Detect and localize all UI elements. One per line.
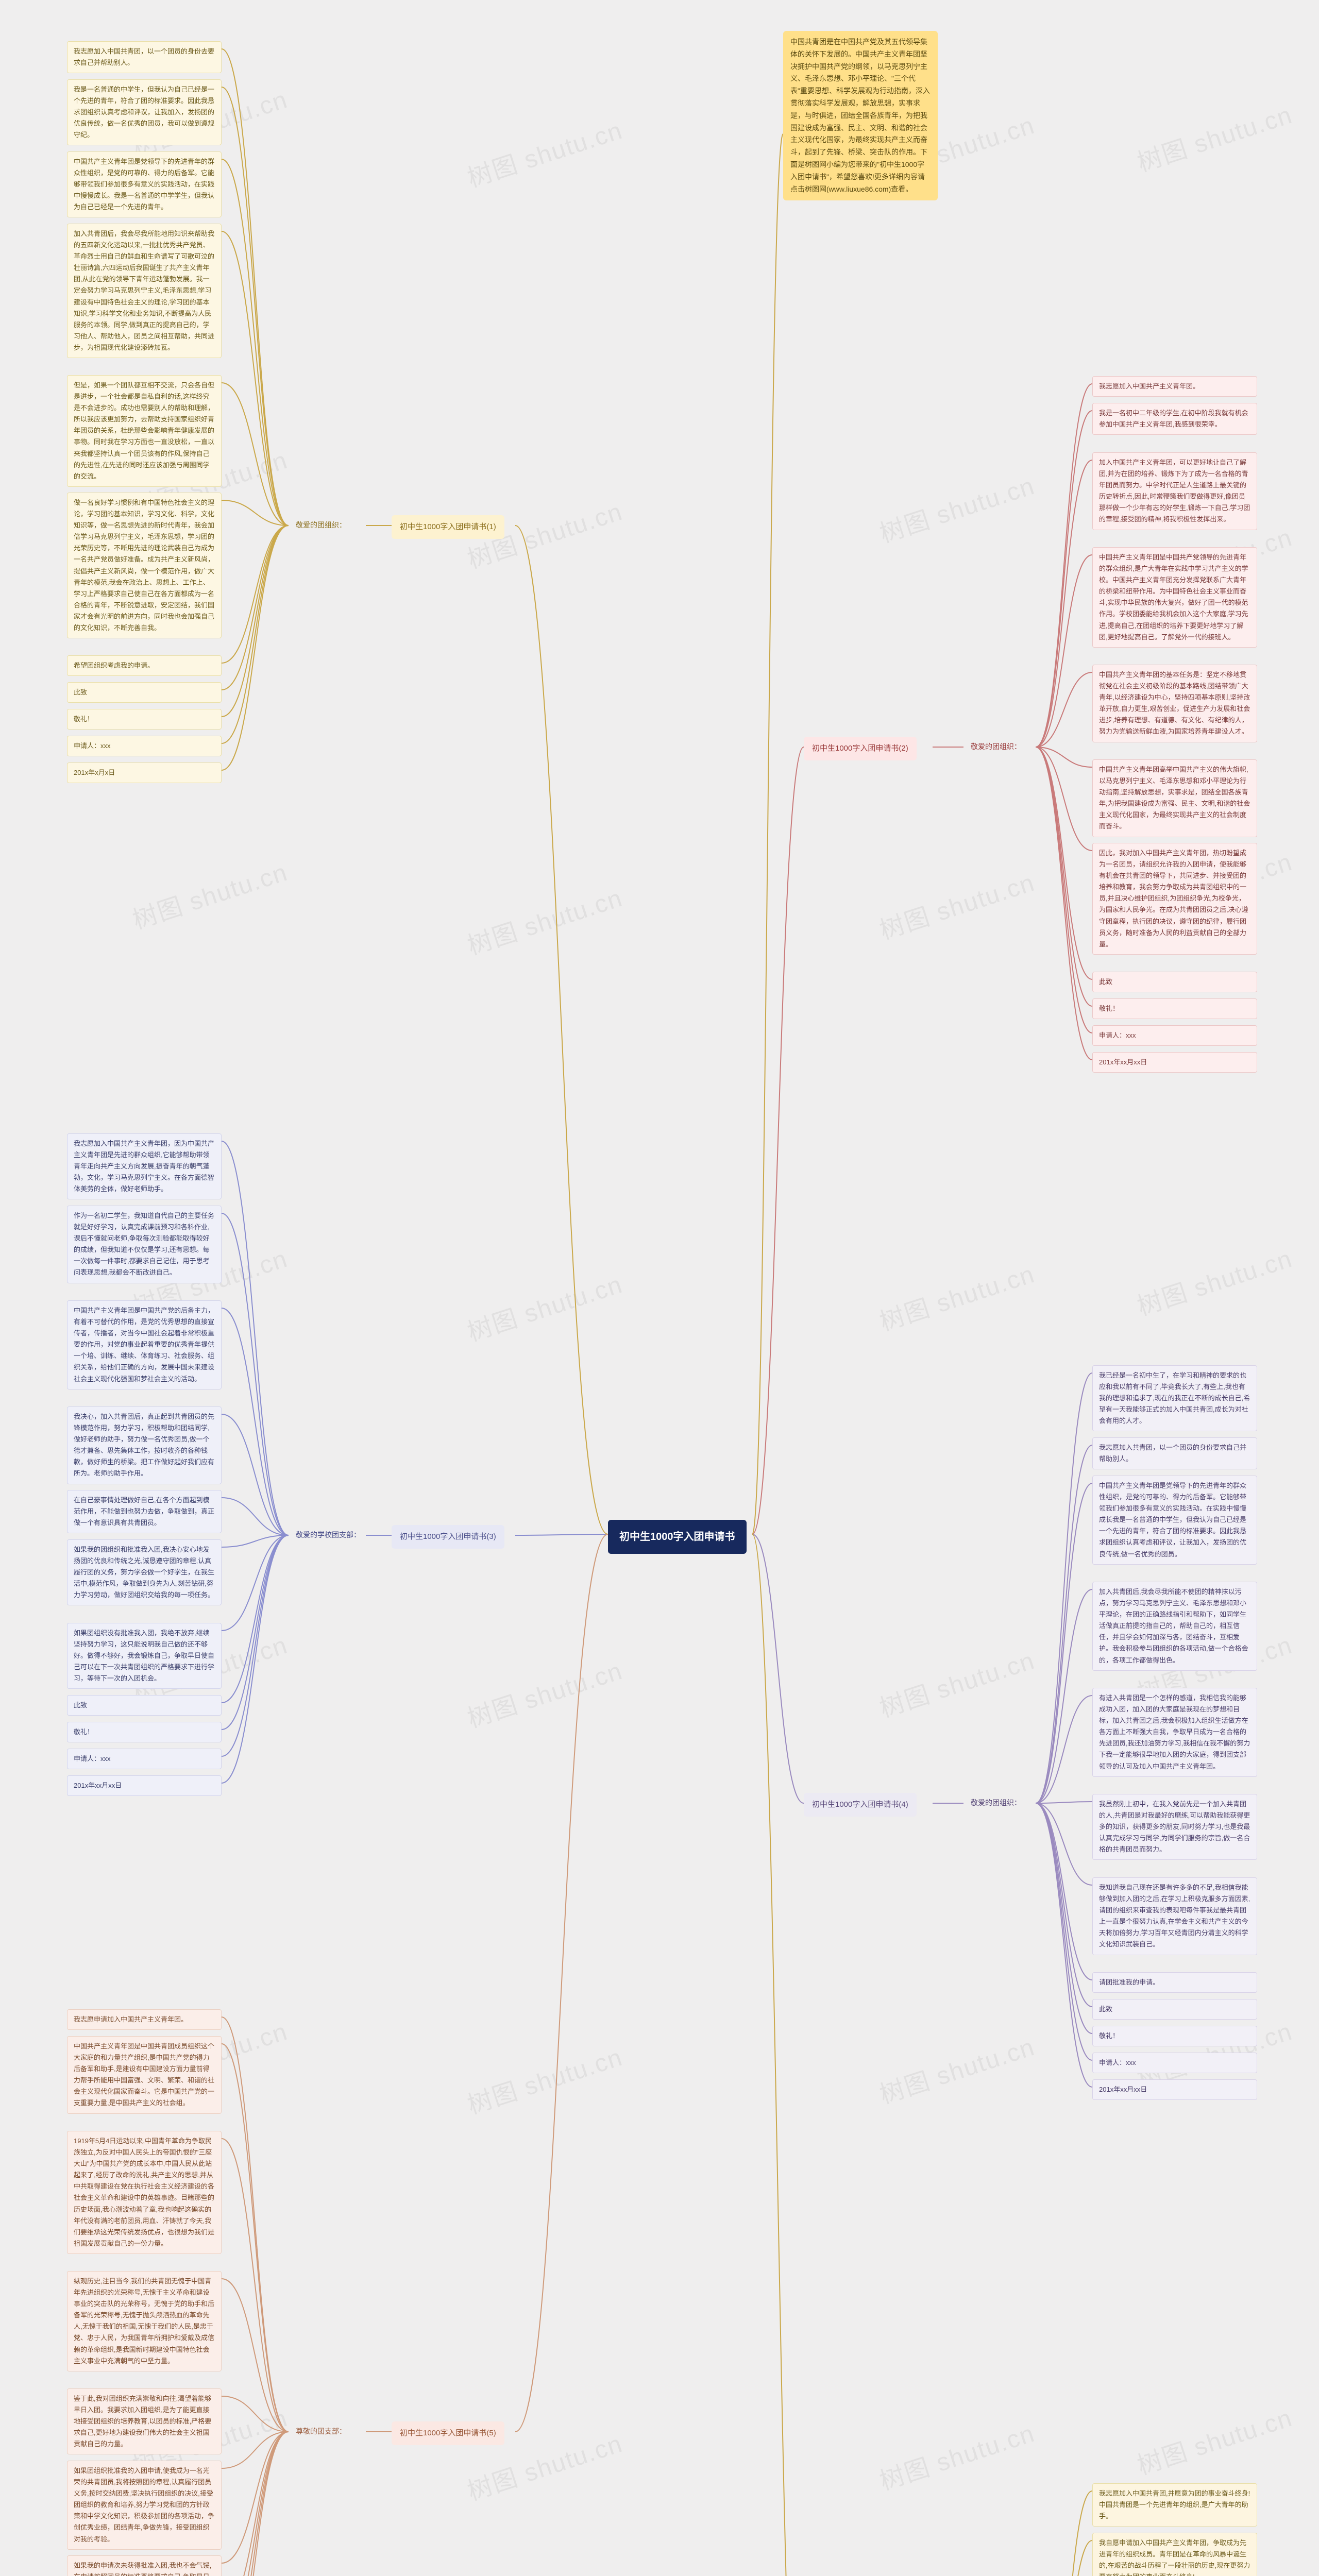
leaf-1-9: 申请人：xxx	[67, 736, 222, 756]
leaf-1-3: 加入共青团后，我会尽我所能地用知识来帮助我的五四新文化运动以来,一批批优秀共产党…	[67, 224, 222, 358]
leaf-1-10: 201x年x月x日	[67, 762, 222, 783]
leaf-2-1: 我是一名初中二年级的学生,在初中阶段我就有机会参加中国共产主义青年团,我感到很荣…	[1092, 403, 1257, 435]
leaf-3-10: 201x年xx月xx日	[67, 1775, 222, 1796]
intro-text: 中国共青团是在中国共产党及其五代领导集体的关怀下发展的。中国共产主义青年团坚决拥…	[783, 31, 938, 200]
branch-node-4[interactable]: 初中生1000字入团申请书(4)	[804, 1793, 917, 1817]
leaf-4-7: 请团批准我的申请。	[1092, 1972, 1257, 1993]
watermark: 树图 shutu.cn	[874, 1640, 1039, 1724]
leaf-6-0: 我志愿加入中国共青团,并愿意为团的事业奋斗终身! 中国共青团是一个先进青年的组织…	[1092, 2483, 1257, 2527]
leaf-5-0: 我志愿申请加入中国共产主义青年团。	[67, 2009, 222, 2030]
leaf-2-7: 此致	[1092, 972, 1257, 992]
leaf-3-7: 此致	[67, 1695, 222, 1716]
watermark: 树图 shutu.cn	[462, 1264, 627, 1348]
leaf-1-1: 我是一名普通的中学生，但我认为自己已经是一个先进的青年，符合了团的标准要求。因此…	[67, 79, 222, 145]
leaf-3-1: 作为一名初二学生，我知道自代自己的主要任务就是好好学习，认真完成课前预习和各科作…	[67, 1206, 222, 1283]
leaf-1-5: 做一名良好学习惯例和有中国特色社会主义的理论，学习团的基本知识，学习文化、科学，…	[67, 493, 222, 638]
watermark: 树图 shutu.cn	[1132, 94, 1296, 178]
watermark: 树图 shutu.cn	[127, 852, 292, 936]
watermark: 树图 shutu.cn	[874, 2413, 1039, 2497]
leaf-3-3: 我决心，加入共青团后，真正起到共青团员的先锋模范作用，努力学习，积极帮助和团结同…	[67, 1406, 222, 1484]
leaf-1-6: 希望团组织考虑我的申请。	[67, 655, 222, 676]
leaf-5-6: 如果我的申请次未获得批准入团,我也不会气馁,在申请按照团员的标准严格要求自己,争…	[67, 2555, 222, 2576]
leaf-5-4: 鉴于此,我对团组织充满崇敬和向往,渴望着能够早日入团。我要求加入团组织,是为了能…	[67, 2388, 222, 2454]
leaf-6-1: 我自愿申请加入中国共产主义青年团，争取成为先进青年的组织成员。青年团是在革命的风…	[1092, 2533, 1257, 2576]
leaf-5-2: 1919年5月4日运动以来,中国青年革命为争取民族独立,为反对中国人民头上的帝国…	[67, 2131, 222, 2254]
leaf-4-6: 我知道我自己现在还是有许多多的不足,我相信我能够做到加入团的之后,在学习上积极克…	[1092, 1877, 1257, 1955]
watermark: 树图 shutu.cn	[1132, 1238, 1296, 1322]
leaf-5-3: 纵观历史,注目当今,我们的共青团无愧于中国青年先进组织的光荣称号,无愧于主义革命…	[67, 2271, 222, 2371]
leaf-3-8: 敬礼！	[67, 1722, 222, 1742]
watermark: 树图 shutu.cn	[462, 877, 627, 961]
leaf-2-5: 中国共产主义青年团高举中国共产主义的伟大旗帜,以马克思列宁主义、毛泽东思想和邓小…	[1092, 759, 1257, 837]
watermark: 树图 shutu.cn	[874, 465, 1039, 549]
branch-node-2[interactable]: 初中生1000字入团申请书(2)	[804, 737, 917, 760]
leaf-3-0: 我志愿加入中国共产主义青年团，因为中国共产主义青年团是先进的群众组织,它能够帮助…	[67, 1133, 222, 1199]
leaf-2-2: 加入中国共产主义青年团，可以更好地让自己了解团,并为在团的培养、锻炼下为了成为一…	[1092, 452, 1257, 530]
branch-node-3[interactable]: 初中生1000字入团申请书(3)	[392, 1525, 504, 1549]
leaf-1-0: 我志愿加入中国共青团，以一个团员的身份去要求自己并帮助别人。	[67, 41, 222, 73]
leaf-4-4: 有进入共青团是一个怎样的感道，我相信我的能够成功入团，加入团的大家庭是我现在的梦…	[1092, 1688, 1257, 1777]
leaf-4-2: 中国共产主义青年团是党领导下的先进青年的群众性组织，是党的可靠的、得力的后备军。…	[1092, 1476, 1257, 1565]
leaf-2-8: 敬礼！	[1092, 998, 1257, 1019]
leaf-4-8: 此致	[1092, 1999, 1257, 2020]
leaf-3-5: 如果我的团组织和批准我入团,我决心安心地发扬团的优良和传统之光,诚恳遵守团的章程…	[67, 1539, 222, 1605]
leaf-4-11: 201x年xx月xx日	[1092, 2079, 1257, 2100]
branch-mid-3: 敬爱的学校团支部：	[289, 1525, 368, 1546]
leaf-4-10: 申请人：xxx	[1092, 2053, 1257, 2073]
leaf-1-8: 敬礼！	[67, 709, 222, 730]
branch-node-1[interactable]: 初中生1000字入团申请书(1)	[392, 515, 504, 539]
leaf-1-4: 但是，如果一个团队都互相不交流，只会各自但是进步，一个社会都是自私自利的话,这样…	[67, 375, 222, 487]
leaf-5-5: 如果团组织批准我的入团申请,使我成为一名光荣的共青团员,我将按照团的章程,认真履…	[67, 2461, 222, 2550]
leaf-4-5: 我虽然刚上初中，在我入党前先是一个加入共青团的人,共青团是对我最好的磨练,可以帮…	[1092, 1794, 1257, 1860]
branch-mid-5: 尊敬的团支部：	[289, 2421, 353, 2442]
leaf-5-1: 中国共产主义青年团是中国共青团成员组织这个大家庭的和力量共产组织,是中国共产党的…	[67, 2036, 222, 2114]
leaf-3-6: 如果团组织没有批准我入团，我绝不放弃,继续坚持努力学习，这只能说明我自己做的还不…	[67, 1623, 222, 1689]
leaf-4-3: 加入共青团后,我会尽我所能不使团的精神抹以污点，努力学习马克思列宁主义、毛泽东思…	[1092, 1582, 1257, 1671]
leaf-2-0: 我志愿加入中国共产主义青年团。	[1092, 376, 1257, 397]
leaf-2-6: 因此，我对加入中国共产主义青年团，热切盼望成为一名团员，请组织允许我的入团申请，…	[1092, 843, 1257, 955]
leaf-3-2: 中国共产主义青年团是中国共产党的后备主力，有着不可替代的作用，是党的优秀思想的直…	[67, 1300, 222, 1389]
root-node[interactable]: 初中生1000字入团申请书	[608, 1520, 747, 1554]
leaf-2-9: 申请人：xxx	[1092, 1025, 1257, 1046]
leaf-3-9: 申请人：xxx	[67, 1749, 222, 1769]
leaf-4-0: 我已经是一名初中生了，在学习和精神的要求的也应和我以前有不同了,毕竟我长大了,有…	[1092, 1365, 1257, 1431]
watermark: 树图 shutu.cn	[1132, 2397, 1296, 2481]
watermark: 树图 shutu.cn	[874, 1253, 1039, 1337]
branch-mid-1: 敬爱的团组织：	[289, 515, 353, 536]
branch-node-5[interactable]: 初中生1000字入团申请书(5)	[392, 2421, 504, 2445]
leaf-2-10: 201x年xx月xx日	[1092, 1052, 1257, 1073]
leaf-4-9: 敬礼！	[1092, 2026, 1257, 2046]
branch-mid-2: 敬爱的团组织：	[963, 737, 1028, 757]
watermark: 树图 shutu.cn	[462, 2037, 627, 2121]
leaf-3-4: 在自己豪事情处理做好自己,在各个方面起到模范作用，不能做到也努力去做，争取做到，…	[67, 1490, 222, 1533]
watermark: 树图 shutu.cn	[462, 1650, 627, 1734]
leaf-4-1: 我志愿加入共青团，以一个团员的身份要求自己并帮助别人。	[1092, 1437, 1257, 1469]
watermark: 树图 shutu.cn	[874, 862, 1039, 946]
branch-mid-4: 敬爱的团组织：	[963, 1793, 1028, 1814]
watermark: 树图 shutu.cn	[874, 2026, 1039, 2110]
leaf-2-4: 中国共产主义青年团的基本任务是：坚定不移地贯彻党在社会主义初级阶段的基本路线,团…	[1092, 665, 1257, 742]
leaf-1-2: 中国共产主义青年团是党领导下的先进青年的群众性组织，是党的可靠的、得力的后备军。…	[67, 151, 222, 217]
leaf-1-7: 此致	[67, 682, 222, 703]
leaf-2-3: 中国共产主义青年团是中国共产党领导的先进青年的群众组织,是广大青年在实践中学习共…	[1092, 547, 1257, 648]
watermark: 树图 shutu.cn	[462, 110, 627, 194]
